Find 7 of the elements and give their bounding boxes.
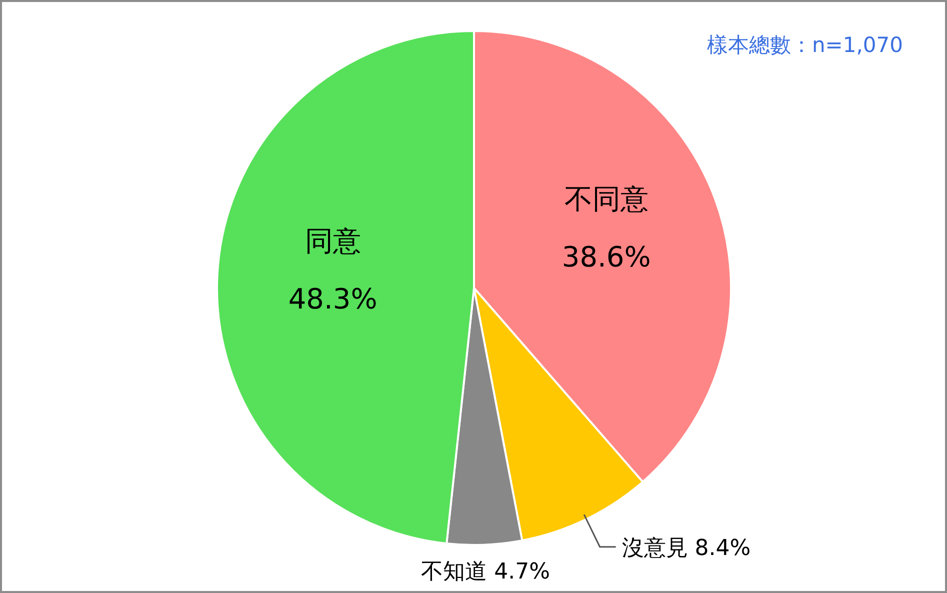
data-label: 48.3% [288,282,378,316]
slice-label: 同意 [304,224,361,258]
slice-label: 不同意 [564,182,648,216]
text: 樣本總數：n=1,070 [706,33,903,57]
slice-label: 沒意見 8.4% [622,536,751,561]
data-label: 38.6% [562,240,651,274]
slice-label: 不知道 4.7% [421,559,550,584]
